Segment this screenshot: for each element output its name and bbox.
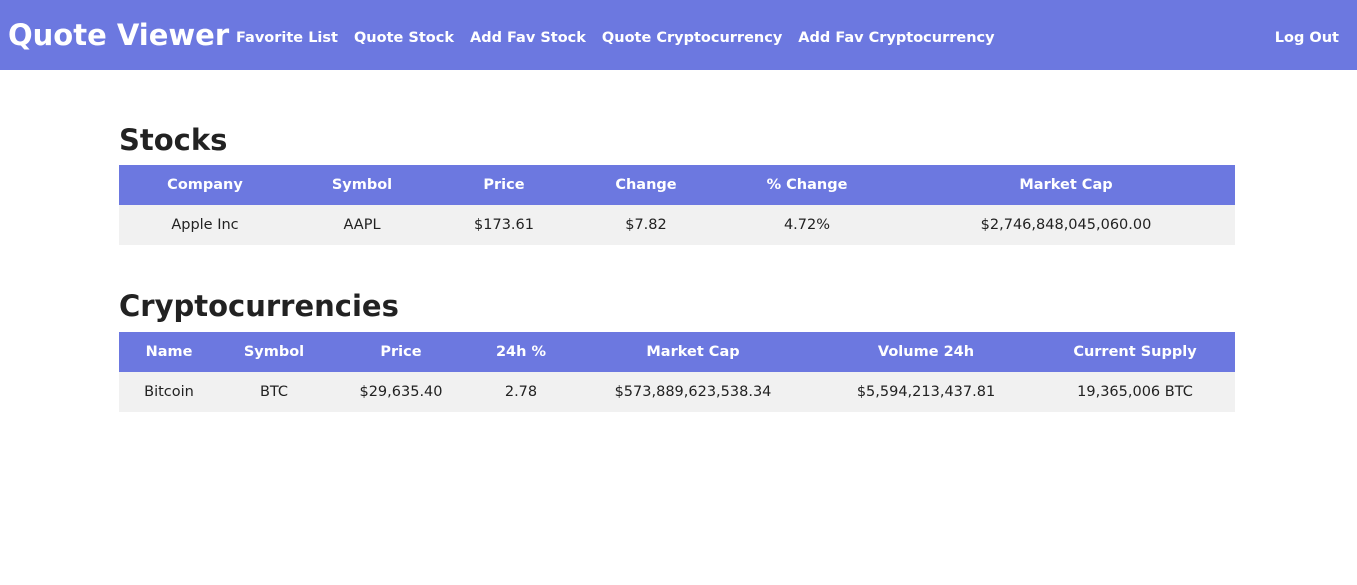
stocks-col-price: Price <box>433 165 575 205</box>
stocks-col-change: Change <box>575 165 717 205</box>
stock-market-cap-cell: $2,746,848,045,060.00 <box>897 205 1235 245</box>
stocks-col-symbol: Symbol <box>291 165 433 205</box>
crypto-name-cell: Bitcoin <box>119 372 219 412</box>
stocks-col-pct-change: % Change <box>717 165 897 205</box>
crypto-24h-pct-cell: 2.78 <box>473 372 569 412</box>
crypto-col-name: Name <box>119 332 219 372</box>
logout-link[interactable]: Log Out <box>1274 30 1339 46</box>
stocks-header-row: Company Symbol Price Change % Change Mar… <box>119 165 1235 205</box>
crypto-col-symbol: Symbol <box>219 332 329 372</box>
top-navbar: Quote Viewer Favorite List Quote Stock A… <box>0 0 1357 70</box>
table-row: Bitcoin BTC $29,635.40 2.78 $573,889,623… <box>119 372 1235 412</box>
crypto-table: Name Symbol Price 24h % Market Cap Volum… <box>119 332 1235 412</box>
nav-add-fav-stock-link[interactable]: Add Fav Stock <box>469 30 586 46</box>
nav-add-fav-cryptocurrency-link[interactable]: Add Fav Cryptocurrency <box>798 30 995 46</box>
stocks-col-company: Company <box>119 165 291 205</box>
crypto-market-cap-cell: $573,889,623,538.34 <box>569 372 817 412</box>
stocks-table: Company Symbol Price Change % Change Mar… <box>119 165 1235 245</box>
crypto-volume-24h-cell: $5,594,213,437.81 <box>817 372 1035 412</box>
crypto-col-volume-24h: Volume 24h <box>817 332 1035 372</box>
crypto-price-cell: $29,635.40 <box>329 372 473 412</box>
brand-logo-link[interactable]: Quote Viewer <box>8 18 230 52</box>
cryptocurrencies-heading: Cryptocurrencies <box>119 289 399 323</box>
stock-pct-change-cell: 4.72% <box>717 205 897 245</box>
stock-symbol-cell: AAPL <box>291 205 433 245</box>
crypto-col-price: Price <box>329 332 473 372</box>
stock-company-cell: Apple Inc <box>119 205 291 245</box>
crypto-col-current-supply: Current Supply <box>1035 332 1235 372</box>
stock-change-cell: $7.82 <box>575 205 717 245</box>
crypto-current-supply-cell: 19,365,006 BTC <box>1035 372 1235 412</box>
stock-price-cell: $173.61 <box>433 205 575 245</box>
crypto-col-24h-pct: 24h % <box>473 332 569 372</box>
stocks-col-market-cap: Market Cap <box>897 165 1235 205</box>
table-row: Apple Inc AAPL $173.61 $7.82 4.72% $2,74… <box>119 205 1235 245</box>
crypto-symbol-cell: BTC <box>219 372 329 412</box>
stocks-heading: Stocks <box>119 123 228 157</box>
crypto-col-market-cap: Market Cap <box>569 332 817 372</box>
crypto-header-row: Name Symbol Price 24h % Market Cap Volum… <box>119 332 1235 372</box>
nav-quote-stock-link[interactable]: Quote Stock <box>353 30 454 46</box>
nav-links: Favorite List Quote Stock Add Fav Stock … <box>236 28 1011 48</box>
nav-favorite-list-link[interactable]: Favorite List <box>236 30 338 46</box>
nav-quote-cryptocurrency-link[interactable]: Quote Cryptocurrency <box>601 30 783 46</box>
